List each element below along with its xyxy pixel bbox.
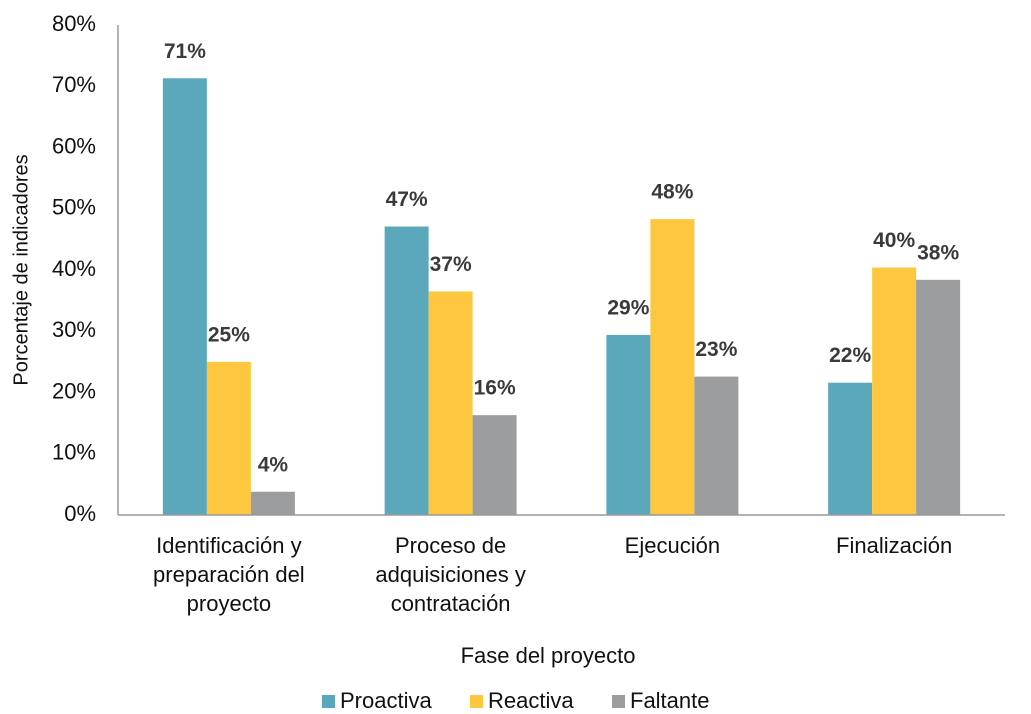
- bar: [650, 219, 695, 515]
- value-label: 48%: [651, 181, 693, 204]
- bar: [872, 267, 917, 515]
- legend-swatch: [470, 695, 483, 708]
- bar: [250, 491, 295, 515]
- x-tick-label: Finalización: [836, 533, 952, 558]
- value-label: 16%: [474, 377, 516, 400]
- y-tick-label: 20%: [52, 378, 96, 403]
- value-label: 71%: [164, 40, 206, 63]
- legend-swatch: [322, 695, 335, 708]
- bar: [916, 279, 961, 515]
- y-tick-label: 40%: [52, 256, 96, 281]
- bar: [828, 382, 873, 515]
- value-label: 37%: [430, 253, 472, 276]
- bar: [472, 415, 517, 515]
- value-label: 47%: [386, 188, 428, 211]
- y-tick-label: 10%: [52, 440, 96, 465]
- legend-swatch: [612, 695, 625, 708]
- legend-label: Reactiva: [488, 688, 574, 713]
- bar: [694, 376, 739, 515]
- bar: [162, 78, 207, 515]
- value-label: 23%: [695, 338, 737, 361]
- y-axis-title: Porcentaje de indicadores: [10, 154, 32, 385]
- y-tick-label: 60%: [52, 133, 96, 158]
- bar: [206, 361, 251, 515]
- x-tick-label: Proceso de adquisiciones y contratación: [375, 533, 525, 616]
- bar: [384, 226, 429, 515]
- x-tick-label: Ejecución: [625, 533, 720, 558]
- y-tick-label: 50%: [52, 195, 96, 220]
- legend-label: Faltante: [630, 688, 710, 713]
- legend-label: Proactiva: [340, 688, 432, 713]
- y-tick-label: 30%: [52, 317, 96, 342]
- value-label: 4%: [258, 453, 289, 476]
- value-label: 29%: [607, 296, 649, 319]
- x-axis-title: Fase del proyecto: [461, 643, 636, 668]
- y-tick-label: 80%: [52, 11, 96, 36]
- value-label: 25%: [208, 323, 250, 346]
- value-label: 40%: [873, 229, 915, 252]
- value-label: 22%: [829, 344, 871, 367]
- value-label: 38%: [917, 241, 959, 264]
- bar: [606, 334, 651, 515]
- bar: [428, 291, 473, 515]
- y-tick-label: 0%: [64, 501, 96, 526]
- y-tick-label: 70%: [52, 72, 96, 97]
- x-tick-label: Identificación y preparación del proyecto: [153, 533, 305, 616]
